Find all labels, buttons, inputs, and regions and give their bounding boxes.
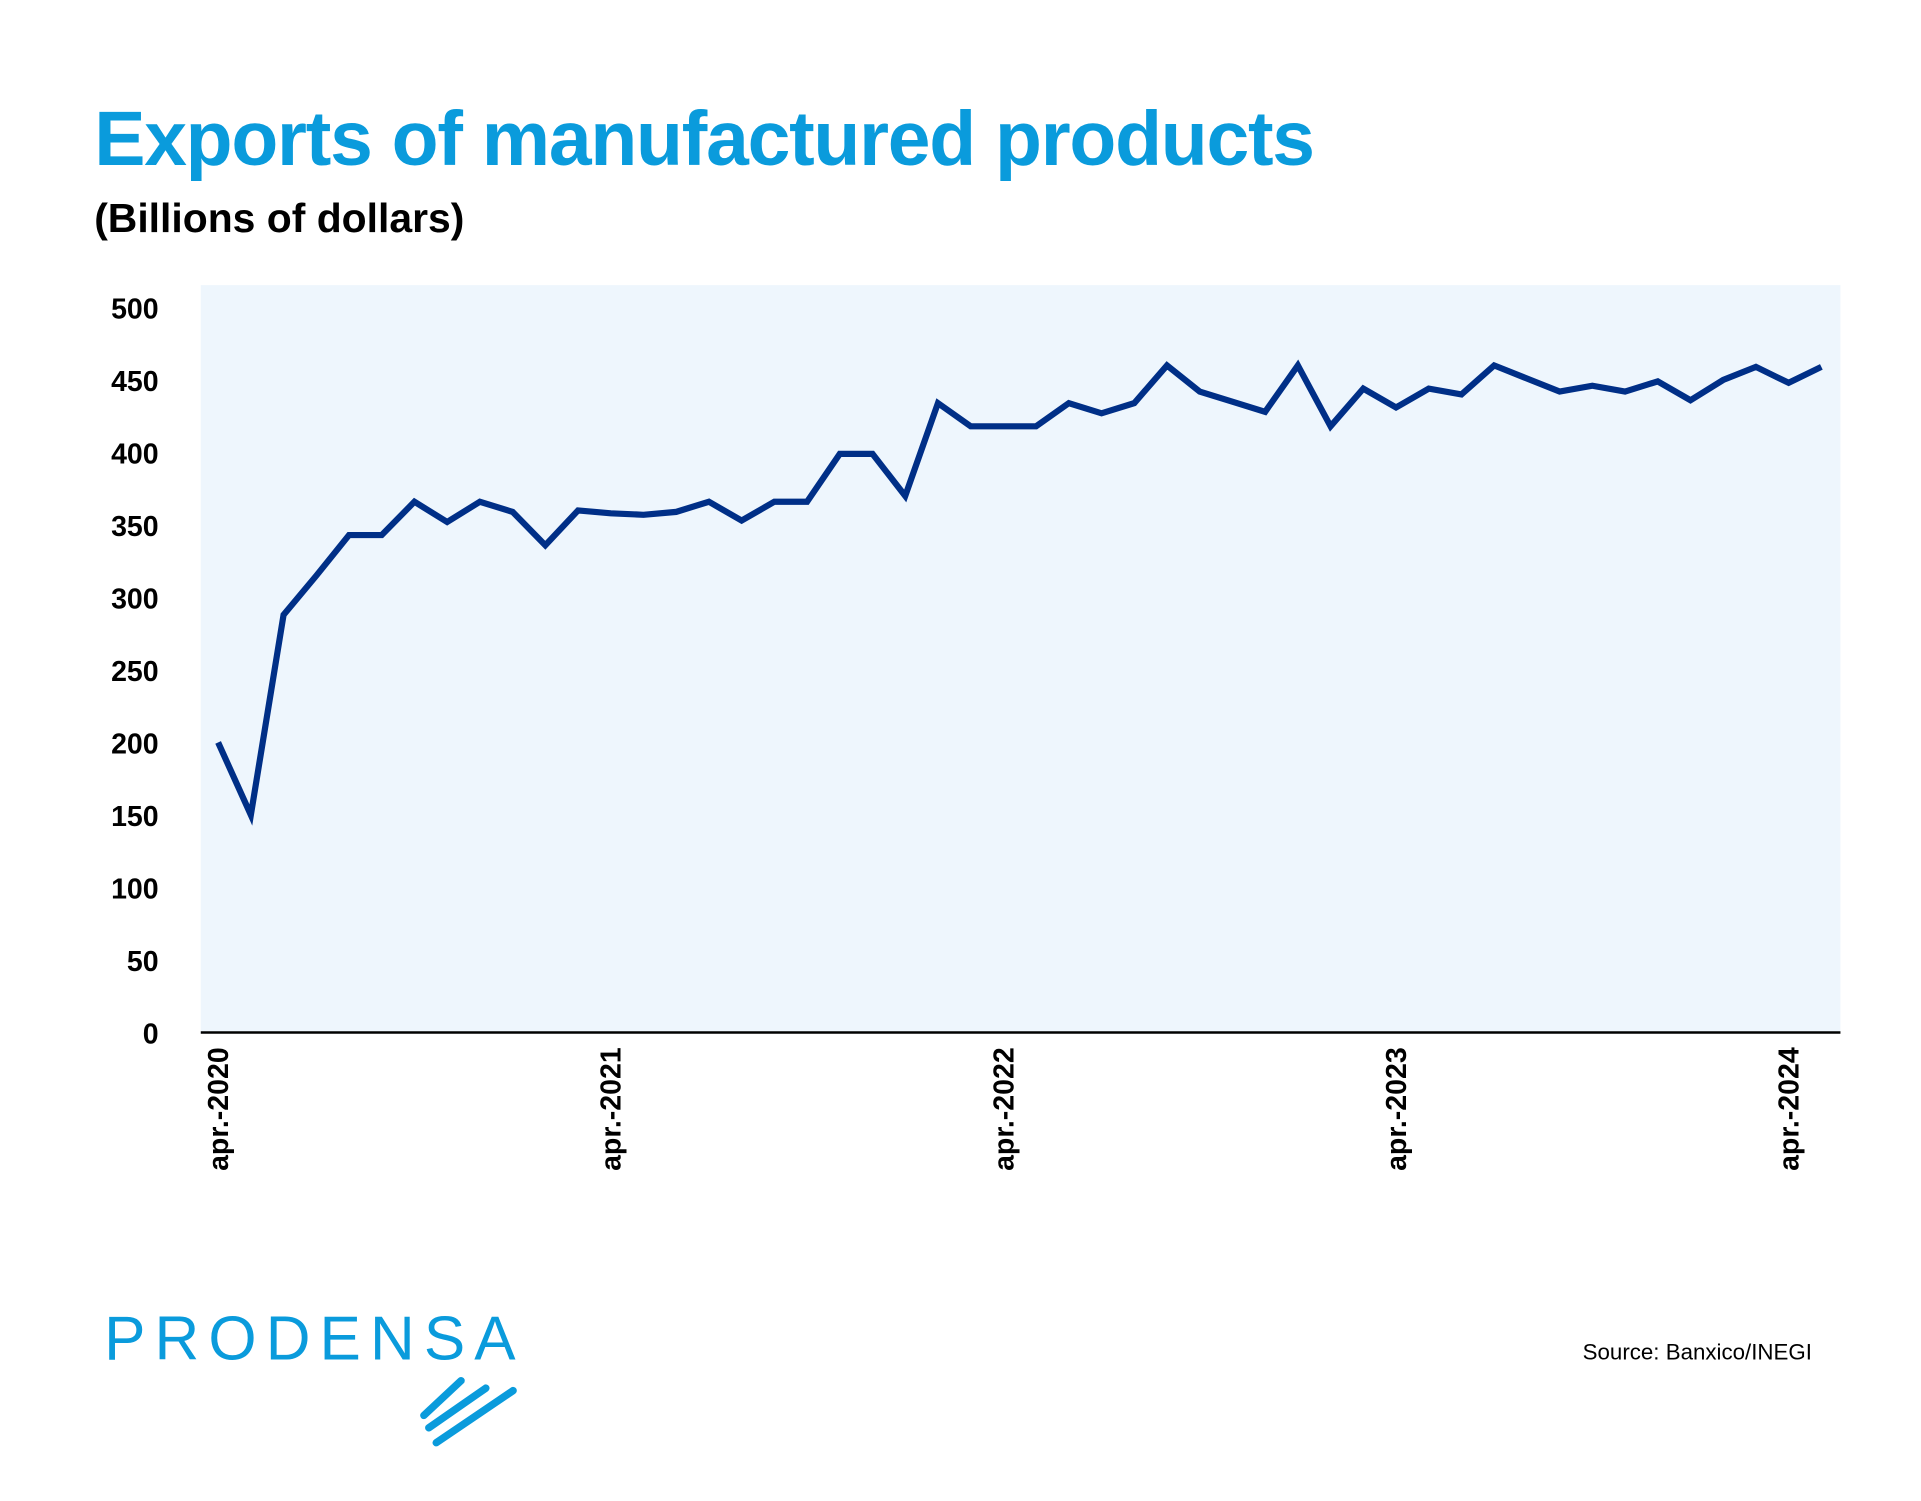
chart-title: Exports of manufactured products: [94, 96, 1314, 182]
y-tick-label: 300: [111, 584, 159, 616]
y-tick-label: 400: [111, 439, 159, 471]
x-axis: apr.-2020 apr.-2021 apr.-2022 apr.-2023 apr.…: [203, 1047, 1806, 1171]
series-exports: [215, 359, 1823, 826]
x-tick-label: apr.-2023: [1381, 1047, 1413, 1171]
x-tick-label: apr.-2021: [596, 1047, 628, 1171]
y-tick-label: 500: [111, 294, 159, 326]
y-tick-label: 150: [111, 801, 159, 833]
prodensa-logo: PRODENSA: [104, 1305, 517, 1447]
x-tick-label: apr.-2020: [203, 1047, 235, 1171]
y-axis: 0 50 100 150 200 250 300 350 400 450 500: [111, 294, 159, 1051]
y-tick-label: 100: [111, 874, 159, 906]
y-tick-label: 350: [111, 511, 159, 543]
y-tick-label: 200: [111, 729, 159, 761]
y-tick-label: 250: [111, 656, 159, 688]
y-tick-label: 450: [111, 366, 159, 398]
logo-stripes-icon: [420, 1376, 517, 1447]
source-note: Source: Banxico/INEGI: [1583, 1340, 1812, 1365]
chart-subtitle: (Billions of dollars): [94, 195, 464, 241]
plot-area: [200, 285, 1841, 1033]
logo-text: PRODENSA: [104, 1305, 517, 1374]
y-tick-label: 50: [127, 946, 159, 978]
series-line: [215, 359, 1823, 826]
x-tick-label: apr.-2022: [988, 1047, 1020, 1171]
x-tick-label: apr.-2024: [1774, 1047, 1806, 1171]
y-tick-label: 0: [143, 1019, 159, 1051]
